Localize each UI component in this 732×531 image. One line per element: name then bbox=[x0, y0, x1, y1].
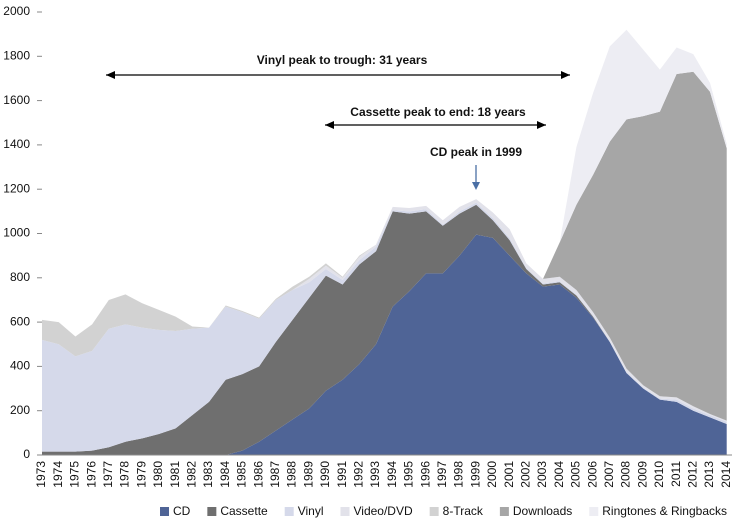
legend-label: 8-Track bbox=[443, 504, 484, 518]
y-tick-label: 200 bbox=[10, 403, 30, 417]
legend-swatch bbox=[284, 507, 294, 516]
legend-swatch bbox=[160, 507, 169, 516]
area bbox=[42, 234, 727, 455]
x-tick-label: 2009 bbox=[635, 461, 649, 488]
legend-label: Video/DVD bbox=[354, 504, 413, 518]
area bbox=[42, 71, 727, 421]
arrow-head bbox=[472, 182, 480, 190]
x-tick-label: 1980 bbox=[151, 461, 165, 488]
x-tick-label: 1984 bbox=[218, 461, 232, 488]
x-tick-label: 2006 bbox=[585, 461, 599, 488]
areas bbox=[42, 29, 727, 455]
y-tick-label: 1400 bbox=[3, 137, 30, 151]
x-tick-label: 1986 bbox=[251, 461, 265, 488]
y-tick-label: 0 bbox=[23, 447, 30, 461]
y-tick-label: 1600 bbox=[3, 93, 30, 107]
x-tick-label: 1990 bbox=[318, 461, 332, 488]
x-tick-label: 1995 bbox=[402, 461, 416, 488]
legend-label: CD bbox=[173, 504, 191, 518]
y-tick-label: 400 bbox=[10, 359, 30, 373]
x-tick-label: 2000 bbox=[485, 461, 499, 488]
x-tick-label: 2012 bbox=[685, 461, 699, 488]
x-tick-label: 1974 bbox=[51, 461, 65, 488]
x-tick-label: 2002 bbox=[518, 461, 532, 488]
legend-label: Downloads bbox=[513, 504, 572, 518]
x-tick-label: 1996 bbox=[418, 461, 432, 488]
x-tick-label: 1982 bbox=[184, 461, 198, 488]
x-tick-label: 2014 bbox=[719, 461, 732, 488]
annotation: CD peak in 1999 bbox=[430, 145, 522, 159]
x-tick-label: 2001 bbox=[502, 461, 516, 488]
x-tick-label: 1979 bbox=[134, 461, 148, 488]
x-tick-label: 1977 bbox=[101, 461, 115, 488]
y-tick-label: 1000 bbox=[3, 226, 30, 240]
x-tick-label: 2005 bbox=[569, 461, 583, 488]
legend-label: Ringtones & Ringbacks bbox=[602, 504, 727, 518]
x-tick-label: 1987 bbox=[268, 461, 282, 488]
x-tick-label: 2007 bbox=[602, 461, 616, 488]
annotation: Vinyl peak to trough: 31 years bbox=[257, 53, 428, 67]
x-tick-label: 1999 bbox=[468, 461, 482, 488]
legend-swatch bbox=[340, 507, 350, 516]
legend-label: Cassette bbox=[220, 504, 268, 518]
legend-swatch bbox=[429, 507, 439, 516]
area bbox=[42, 204, 727, 455]
legend-swatch bbox=[589, 507, 599, 516]
x-tick-label: 2003 bbox=[535, 461, 549, 488]
annotation: Cassette peak to end: 18 years bbox=[350, 105, 526, 119]
x-tick-label: 1991 bbox=[335, 461, 349, 488]
x-tick-label: 1985 bbox=[235, 461, 249, 488]
x-tick-label: 1994 bbox=[385, 461, 399, 488]
x-tick-label: 1988 bbox=[285, 461, 299, 488]
legend-swatch bbox=[499, 507, 509, 516]
y-tick-label: 1800 bbox=[3, 48, 30, 62]
y-tick-label: 2000 bbox=[3, 4, 30, 18]
x-tick-label: 1997 bbox=[435, 461, 449, 488]
x-tick-label: 1983 bbox=[201, 461, 215, 488]
x-tick-label: 1973 bbox=[34, 461, 48, 488]
annotation-cd: CD peak in 1999 bbox=[430, 145, 522, 190]
legend-label: Vinyl bbox=[298, 504, 324, 518]
x-tick-label: 1992 bbox=[351, 461, 365, 488]
y-tick-label: 1200 bbox=[3, 181, 30, 195]
x-tick-label: 2010 bbox=[652, 461, 666, 488]
annotation-cassette: Cassette peak to end: 18 years bbox=[325, 105, 546, 129]
y-tick-label: 800 bbox=[10, 270, 30, 284]
area bbox=[42, 199, 727, 422]
x-tick-label: 1993 bbox=[368, 461, 382, 488]
x-tick-label: 1975 bbox=[68, 461, 82, 488]
x-tick-label: 2011 bbox=[669, 461, 683, 487]
x-tick-label: 2013 bbox=[702, 461, 716, 488]
legend: CD Cassette Vinyl Video/DVD 8-Track Downloads… bbox=[160, 504, 727, 518]
x-tick-label: 1981 bbox=[168, 461, 182, 488]
y-tick-label: 600 bbox=[10, 314, 30, 328]
x-tick-label: 1989 bbox=[301, 461, 315, 488]
x-tick-label: 2004 bbox=[552, 461, 566, 488]
x-tick-label: 1976 bbox=[84, 461, 98, 488]
legend-swatch bbox=[207, 507, 217, 516]
x-tick-label: 2008 bbox=[619, 461, 633, 488]
annotation-vinyl: Vinyl peak to trough: 31 years bbox=[106, 53, 570, 79]
x-tick-label: 1978 bbox=[118, 461, 132, 488]
area bbox=[42, 202, 727, 452]
x-tick-label: 1998 bbox=[452, 461, 466, 488]
